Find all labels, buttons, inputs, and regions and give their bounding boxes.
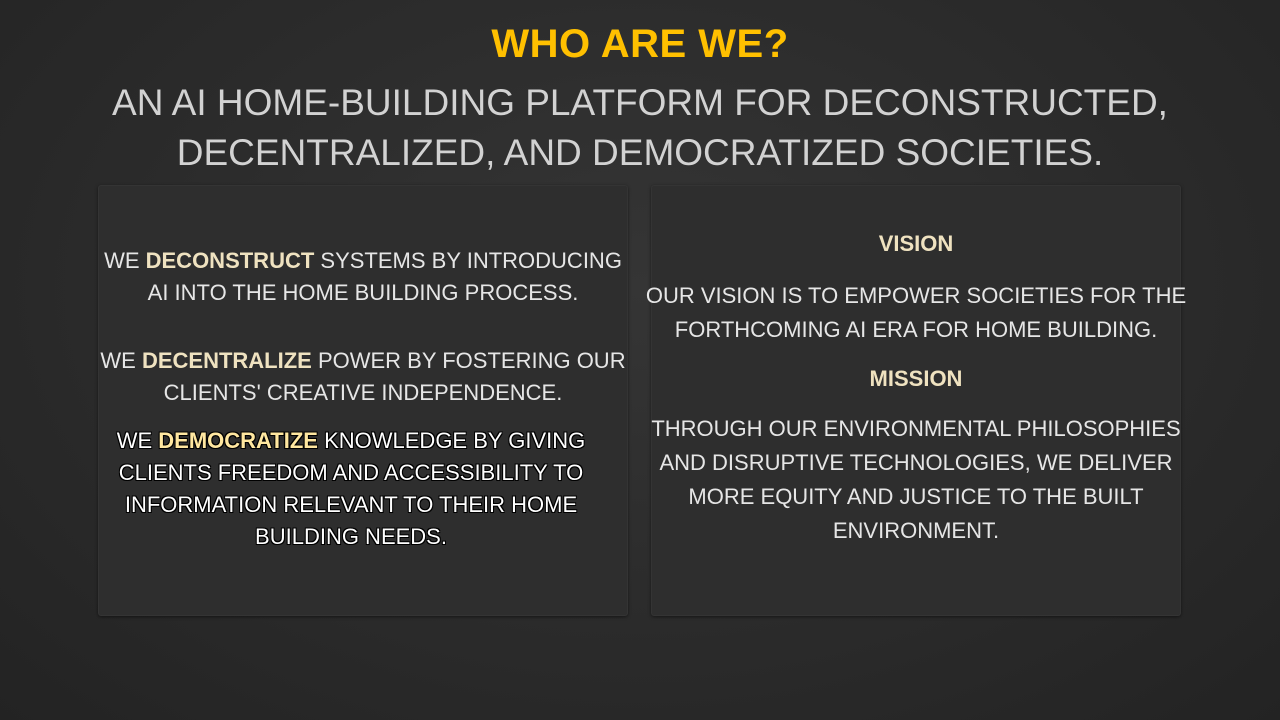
- deconstruct-rest: SYSTEMS BY INTRODUCING: [314, 248, 622, 273]
- vision-heading: VISION: [878, 231, 954, 256]
- decentralize-paragraph: WE DECENTRALIZE POWER BY FOSTERING OUR C…: [98, 345, 628, 409]
- mission-paragraph: THROUGH OUR ENVIRONMENTAL PHILOSOPHIES A…: [645, 412, 1187, 548]
- left-panel: WE DECONSTRUCT SYSTEMS BY INTRODUCING AI…: [98, 185, 628, 616]
- democratize-pre: WE: [116, 428, 159, 453]
- democratize-keyword: DEMOCRATIZE: [158, 428, 318, 453]
- decentralize-line-1: WE DECENTRALIZE POWER BY FOSTERING OUR: [98, 345, 628, 377]
- slide-subtitle: AN AI HOME-BUILDING PLATFORM FOR DECONST…: [0, 78, 1280, 178]
- vision-paragraph: OUR VISION IS TO EMPOWER SOCIETIES FOR T…: [645, 279, 1187, 347]
- subtitle-line-2: DECENTRALIZED, AND DEMOCRATIZED SOCIETIE…: [176, 132, 1104, 173]
- decentralize-pre: WE: [100, 348, 142, 373]
- vision-line-2: FORTHCOMING AI ERA FOR HOME BUILDING.: [674, 317, 1158, 342]
- mission-line-1: THROUGH OUR ENVIRONMENTAL PHILOSOPHIES: [651, 416, 1181, 441]
- mission-heading: MISSION: [869, 366, 963, 391]
- democratize-rest: KNOWLEDGE BY GIVING: [317, 428, 586, 453]
- democratize-line-1: WE DEMOCRATIZE KNOWLEDGE BY GIVING: [86, 425, 616, 457]
- deconstruct-line-1: WE DECONSTRUCT SYSTEMS BY INTRODUCING: [98, 245, 628, 277]
- decentralize-keyword: DECENTRALIZE: [141, 348, 312, 373]
- mission-line-4: ENVIRONMENT.: [832, 518, 1000, 543]
- deconstruct-line-2: AI INTO THE HOME BUILDING PROCESS.: [147, 280, 579, 305]
- mission-line-3: MORE EQUITY AND JUSTICE TO THE BUILT: [688, 484, 1144, 509]
- deconstruct-paragraph: WE DECONSTRUCT SYSTEMS BY INTRODUCING AI…: [98, 245, 628, 309]
- decentralize-rest: POWER BY FOSTERING OUR: [311, 348, 626, 373]
- vision-line-1: OUR VISION IS TO EMPOWER SOCIETIES FOR T…: [645, 283, 1187, 308]
- democratize-line-3: INFORMATION RELEVANT TO THEIR HOME: [124, 492, 578, 517]
- deconstruct-pre: WE: [104, 248, 146, 273]
- democratize-paragraph: WE DEMOCRATIZE KNOWLEDGE BY GIVING CLIEN…: [86, 425, 616, 553]
- democratize-line-2: CLIENTS FREEDOM AND ACCESSIBILITY TO: [118, 460, 584, 485]
- slide-title: WHO ARE WE?: [491, 22, 789, 66]
- subtitle-line-1: AN AI HOME-BUILDING PLATFORM FOR DECONST…: [112, 82, 1168, 123]
- decentralize-line-2: CLIENTS' CREATIVE INDEPENDENCE.: [163, 380, 563, 405]
- democratize-line-4: BUILDING NEEDS.: [255, 524, 447, 549]
- deconstruct-keyword: DECONSTRUCT: [145, 248, 315, 273]
- mission-line-2: AND DISRUPTIVE TECHNOLOGIES, WE DELIVER: [659, 450, 1173, 475]
- right-panel: VISION OUR VISION IS TO EMPOWER SOCIETIE…: [646, 185, 1186, 616]
